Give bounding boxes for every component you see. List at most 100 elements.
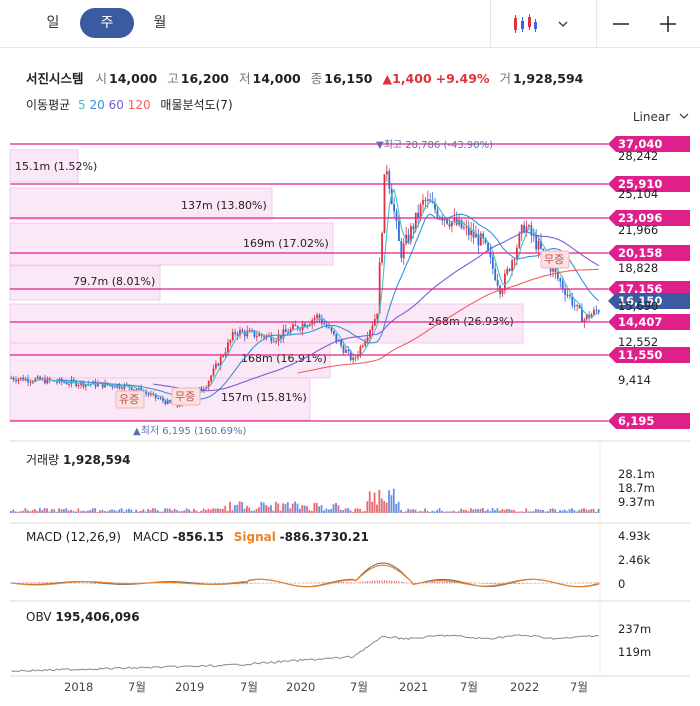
macd-histogram-bar bbox=[99, 583, 101, 585]
volume-profile-label: 137m (13.80%) bbox=[181, 199, 267, 212]
x-axis-label: 2019 bbox=[175, 680, 204, 694]
macd-histogram-bar bbox=[352, 582, 354, 584]
macd-histogram-bar bbox=[588, 582, 590, 584]
volume-profile-label: 268m (26.93%) bbox=[428, 315, 514, 328]
volume-bar bbox=[429, 511, 431, 513]
macd-histogram-bar bbox=[25, 582, 27, 584]
zoom-in-button[interactable] bbox=[644, 0, 692, 48]
macd-histogram-bar bbox=[451, 581, 453, 584]
macd-histogram-bar bbox=[427, 582, 429, 584]
volume-bar bbox=[205, 510, 207, 513]
macd-histogram-bar bbox=[408, 582, 410, 584]
price-level-pill bbox=[608, 136, 690, 152]
volume-bar bbox=[50, 509, 53, 513]
volume-bar bbox=[24, 508, 27, 513]
macd-histogram-bar bbox=[225, 583, 227, 584]
candle-body bbox=[595, 309, 598, 311]
volume-bar bbox=[200, 510, 203, 513]
candle-body bbox=[284, 329, 287, 333]
chart-type-selector[interactable] bbox=[490, 0, 590, 48]
volume-panel-value: 1,928,594 bbox=[62, 453, 131, 467]
indicator-legend[interactable]: 이동평균 5 20 60 120 매물분석도(7) bbox=[26, 96, 233, 113]
x-axis-label: 7월 bbox=[350, 680, 368, 694]
volume-bar bbox=[590, 509, 593, 513]
volume-bar bbox=[559, 510, 561, 513]
candle-body bbox=[44, 378, 46, 384]
volume-panel-title: 거래량 1,928,594 bbox=[26, 451, 131, 468]
macd-histogram-bar bbox=[306, 582, 308, 584]
macd-histogram-bar bbox=[369, 580, 371, 584]
macd-histogram-bar bbox=[333, 582, 335, 584]
candle-body bbox=[75, 381, 78, 387]
volume-bar bbox=[209, 509, 212, 513]
macd-histogram-bar bbox=[396, 581, 398, 584]
candle-body bbox=[537, 241, 540, 250]
candle-body bbox=[174, 403, 176, 405]
volume-bar bbox=[111, 509, 113, 513]
tab-daily[interactable]: 일 bbox=[46, 15, 60, 31]
candle-body bbox=[453, 217, 456, 222]
macd-histogram-bar bbox=[107, 583, 109, 585]
price-level-label: 11,550 bbox=[618, 348, 662, 362]
volume-bar bbox=[477, 509, 479, 513]
macd-histogram-bar bbox=[405, 582, 407, 584]
scale-label: Linear bbox=[632, 110, 671, 124]
candle-body bbox=[224, 352, 227, 356]
macd-histogram-bar bbox=[111, 583, 113, 585]
macd-histogram-bar bbox=[444, 581, 446, 584]
chevron-down-icon bbox=[557, 21, 568, 28]
candle-body bbox=[446, 219, 448, 224]
volume-bar bbox=[291, 503, 294, 513]
macd-histogram-bar bbox=[114, 583, 116, 585]
volume-bar bbox=[178, 511, 181, 513]
tab-monthly[interactable]: 월 bbox=[153, 15, 167, 31]
macd-histogram-bar bbox=[92, 583, 94, 584]
macd-histogram-bar bbox=[135, 583, 137, 584]
macd-histogram-bar bbox=[176, 581, 178, 584]
candle-body bbox=[212, 368, 215, 376]
macd-histogram-bar bbox=[186, 581, 188, 584]
candle-body bbox=[181, 399, 184, 406]
macd-histogram-bar bbox=[480, 583, 482, 584]
tab-weekly[interactable]: 주 bbox=[80, 8, 134, 38]
candle-body bbox=[513, 259, 516, 261]
macd-histogram-bar bbox=[222, 583, 224, 584]
macd-histogram-bar bbox=[126, 583, 128, 585]
macd-histogram-bar bbox=[73, 582, 75, 584]
candle-body bbox=[116, 384, 119, 388]
macd-histogram-bar bbox=[184, 581, 186, 584]
price-level-label: 6,195 bbox=[618, 414, 654, 428]
zoom-out-button[interactable] bbox=[596, 0, 644, 48]
volume-bar bbox=[412, 509, 414, 513]
macd-histogram-bar bbox=[39, 582, 41, 584]
volume-profile-label: 168m (16.91%) bbox=[241, 352, 327, 365]
macd-histogram-bar bbox=[355, 582, 357, 584]
price-level-pill bbox=[608, 347, 690, 363]
x-axis-label: 7월 bbox=[240, 680, 258, 694]
macd-histogram-bar bbox=[133, 583, 135, 585]
volume-bar bbox=[371, 501, 374, 513]
macd-histogram-bar bbox=[398, 581, 400, 584]
volume-bar bbox=[339, 509, 342, 513]
volume-bar bbox=[99, 510, 101, 513]
volume-bar bbox=[366, 501, 369, 513]
candle-body bbox=[470, 230, 473, 236]
price-axis-label: 15,690 bbox=[618, 299, 658, 313]
candle-body bbox=[162, 398, 164, 401]
volume-bar bbox=[224, 505, 227, 513]
macd-histogram-bar bbox=[526, 583, 528, 584]
candle-body bbox=[24, 378, 27, 381]
candle-body bbox=[72, 379, 75, 382]
candle-body bbox=[431, 202, 434, 204]
volume-bar bbox=[67, 510, 70, 513]
macd-histogram-bar bbox=[155, 582, 157, 584]
candle-body bbox=[549, 261, 552, 272]
macd-histogram-bar bbox=[473, 582, 475, 584]
macd-histogram-bar bbox=[78, 582, 80, 584]
macd-histogram-bar bbox=[470, 582, 472, 584]
candle-body bbox=[407, 234, 410, 242]
scale-selector[interactable]: Linear bbox=[633, 110, 690, 124]
macd-histogram-bar bbox=[119, 583, 121, 585]
volume-bar bbox=[361, 511, 364, 513]
candle-body bbox=[239, 329, 241, 336]
